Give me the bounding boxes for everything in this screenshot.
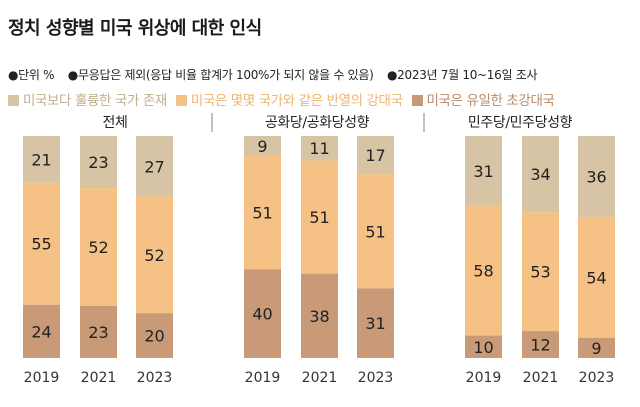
bar-segment-better-country [301,136,338,161]
chart-legend: 미국보다 훌륭한 국가 존재 미국은 몇몇 국가와 같은 반열의 강대국 미국은… [8,89,559,109]
data-label: 31 [473,162,493,181]
x-tick-label: 2019 [24,370,60,386]
bar-segment-one-of-powers [357,174,394,289]
bar-segment-better-country [136,136,173,197]
data-label: 52 [144,246,164,265]
data-label: 27 [144,157,164,176]
bar-segment-sole-superpower [357,288,394,358]
data-label: 10 [473,338,493,357]
data-label: 51 [365,222,385,241]
bar-segment-sole-superpower [465,335,502,358]
data-label: 51 [252,204,272,223]
bar-segment-one-of-powers [136,196,173,314]
data-label: 9 [257,137,267,156]
group-title: 민주당/민주당성향 [468,115,573,131]
bar-segment-better-country [465,136,502,206]
data-label: 31 [365,314,385,333]
data-label: 58 [473,262,493,281]
data-label: 20 [144,327,164,346]
note-unit: ●단위 % [8,68,55,82]
note-survey-date: ●2023년 7월 10~16일 조사 [387,68,538,82]
bar-segment-better-country [578,136,615,217]
data-label: 34 [530,165,550,184]
data-label: 53 [530,263,550,282]
legend-swatch-better-country [8,95,19,106]
bar-segment-one-of-powers [80,188,117,306]
page-title: 정치 성향별 미국 위상에 대한 인식 [8,18,262,39]
bar-segment-one-of-powers [522,212,559,332]
legend-item-sole-superpower: 미국은 유일한 초강대국 [411,89,555,109]
x-tick-label: 2023 [137,370,173,386]
legend-label-one-of-powers: 미국은 몇몇 국가와 같은 반열의 강대국 [190,93,403,109]
group-title: 공화당/공화당성향 [265,115,370,131]
data-label: 40 [252,305,272,324]
x-tick-label: 2019 [466,370,502,386]
bar-segment-sole-superpower [578,337,615,358]
legend-swatch-sole-superpower [411,95,423,106]
bar-segment-one-of-powers [244,155,281,270]
data-label: 23 [88,153,108,172]
bar-segment-sole-superpower [23,304,60,358]
bar-segment-sole-superpower [522,331,559,358]
legend-label-sole-superpower: 미국은 유일한 초강대국 [426,93,555,109]
data-label: 9 [591,339,601,358]
bar-segment-one-of-powers [465,205,502,336]
x-tick-label: 2021 [302,370,338,386]
bar-segment-one-of-powers [23,182,60,305]
bar-segment-sole-superpower [136,313,173,358]
data-label: 36 [586,167,606,186]
group-title: 전체 [103,115,128,131]
data-label: 24 [31,322,51,341]
x-tick-label: 2023 [579,370,615,386]
data-label: 54 [586,268,606,287]
legend-label-better-country: 미국보다 훌륭한 국가 존재 [23,93,167,109]
bar-segment-one-of-powers [578,216,615,338]
x-tick-label: 2023 [358,370,394,386]
bar-segment-sole-superpower [80,305,117,358]
x-tick-label: 2021 [523,370,559,386]
legend-swatch-one-of-powers [175,95,187,106]
bar-segment-sole-superpower [301,273,338,358]
x-tick-label: 2021 [81,370,117,386]
data-label: 23 [88,323,108,342]
bar-segment-better-country [23,136,60,183]
bar-segment-better-country [357,136,394,175]
legend-item-one-of-powers: 미국은 몇몇 국가와 같은 반열의 강대국 [175,89,403,109]
note-exclusion: ●무응답은 제외(응답 비율 합계가 100%가 되지 않을 수 있음) [67,68,374,82]
legend-item-better-country: 미국보다 훌륭한 국가 존재 [8,89,167,109]
x-tick-label: 2019 [245,370,281,386]
data-label: 21 [31,150,51,169]
bar-segment-one-of-powers [301,160,338,274]
data-label: 17 [365,146,385,165]
chart-notes: ●단위 % ●무응답은 제외(응답 비율 합계가 100%가 되지 않을 수 있… [8,66,547,83]
bar-segment-better-country [522,136,559,213]
data-label: 51 [309,208,329,227]
data-label: 11 [309,139,329,158]
data-label: 38 [309,307,329,326]
bar-segment-better-country [80,136,117,189]
data-label: 55 [31,235,51,254]
bar-segment-sole-superpower [244,269,281,358]
data-label: 12 [530,336,550,355]
data-label: 52 [88,238,108,257]
bar-segment-better-country [244,136,281,156]
